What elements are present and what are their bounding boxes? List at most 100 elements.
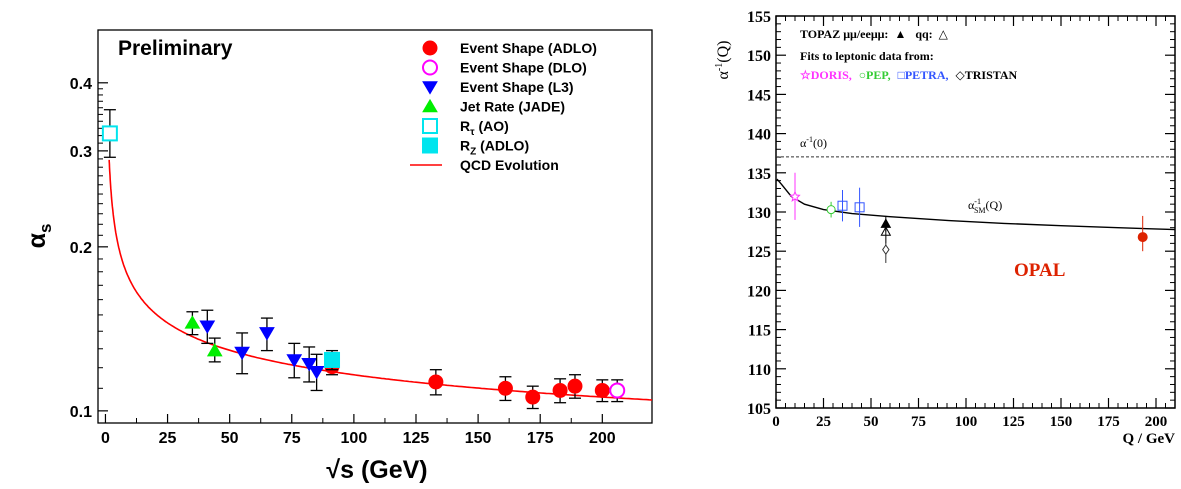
right-y-axis-label: α-1(Q) xyxy=(714,41,732,80)
right-x-tick-label: 200 xyxy=(1145,414,1168,430)
right-y-tick-label: 130 xyxy=(747,205,771,222)
right-x-tick-label: 75 xyxy=(911,414,926,430)
legend-doris: ☆DORIS, xyxy=(800,68,852,82)
y-axis-label-sub: s xyxy=(36,224,55,233)
ref-line-label-sup: -1 xyxy=(806,135,813,144)
data-point xyxy=(525,389,541,405)
legend-marker xyxy=(422,81,438,95)
legend-label: Jet Rate (JADE) xyxy=(460,99,565,115)
right-data-point xyxy=(854,202,865,213)
qcd-evolution-curve xyxy=(108,159,653,401)
sm-running-curve xyxy=(776,178,1176,231)
right-x-tick-label: 175 xyxy=(1097,414,1120,430)
y-axis-label-main: α xyxy=(23,232,51,248)
plot-frame xyxy=(97,29,653,424)
right-y-tick-label: 115 xyxy=(748,323,771,340)
data-point xyxy=(301,358,318,372)
data-point xyxy=(286,354,303,368)
x-tick-label: 150 xyxy=(465,430,492,447)
legend-marker xyxy=(422,98,438,113)
data-point xyxy=(567,378,583,394)
ref-line-label: α-1(0) xyxy=(800,135,827,150)
right-y-tick-label: 125 xyxy=(747,244,771,261)
legend-label: Event Shape (L3) xyxy=(460,79,574,95)
x-tick-label: 100 xyxy=(341,430,368,447)
right-x-tick-label: 150 xyxy=(1050,414,1073,430)
right-data-point xyxy=(837,200,848,211)
sm-curve-label-sup: -1 xyxy=(974,197,981,206)
right-y-tick-label: 105 xyxy=(747,401,771,418)
right-x-tick-label: 50 xyxy=(864,414,879,430)
svg-text:☆DORIS, ○PEP,: ☆DORIS, ○PEP, □PETRA, ◇TRISTAN xyxy=(800,68,1018,82)
right-x-tick-label: 25 xyxy=(816,414,831,430)
y-tick-label: 0.3 xyxy=(70,144,92,161)
legend-topaz-qq: qq: xyxy=(915,27,932,41)
y-tick-label: 0.1 xyxy=(70,404,92,421)
data-point xyxy=(552,382,568,398)
legend-tristan: ◇TRISTAN xyxy=(956,68,1018,82)
right-plot-layer: 0 25 50 75 100 125 150 175 200 105 110 115 120 125 130… xyxy=(747,9,1176,430)
legend-topaz-mumu: TOPAZ μμ/eeμμ: xyxy=(800,27,888,41)
right-x-tick-label: 125 xyxy=(1002,414,1025,430)
right-legend-text: TOPAZ μμ/eeμμ: ▲ qq: △ Fits to leptonic … xyxy=(800,27,1018,82)
legend-marker xyxy=(422,59,438,76)
data-point xyxy=(206,342,223,357)
data-point xyxy=(308,365,325,380)
legend-label: RZ (ADLO) xyxy=(460,138,529,158)
right-data-point xyxy=(1137,232,1148,243)
right-y-tick-label: 145 xyxy=(747,87,771,104)
legend-label: Rτ (AO) xyxy=(460,118,509,138)
x-tick-label: 50 xyxy=(221,430,239,447)
left-plot-layer: 0 25 50 75 100 125 150 175 200 0.1 0.2 0.3 0.4 Event … xyxy=(70,29,653,447)
right-data-point xyxy=(880,226,892,236)
opal-label: OPAL xyxy=(1014,260,1065,281)
data-point xyxy=(259,327,275,341)
right-y-tick-label: 120 xyxy=(747,283,771,300)
data-point xyxy=(497,380,513,396)
right-y-tick-label: 140 xyxy=(747,127,771,144)
right-y-tick-label: 150 xyxy=(747,48,771,65)
x-tick-label: 200 xyxy=(589,430,616,447)
svg-text:αs: αs xyxy=(23,224,55,249)
sm-curve-label-main: α xyxy=(968,198,975,212)
right-y-tick-label: 110 xyxy=(748,362,771,379)
data-point xyxy=(234,346,250,361)
legend-label: Event Shape (ADLO) xyxy=(460,40,597,56)
y-axis-label: αs xyxy=(23,224,55,249)
sm-curve-label-rest: (Q) xyxy=(986,198,1003,212)
right-y-label-main: α xyxy=(715,70,732,79)
x-tick-label: 125 xyxy=(403,430,430,447)
x-tick-label: 0 xyxy=(101,430,110,447)
x-tick-label: 25 xyxy=(159,430,177,447)
annotation-preliminary: Preliminary xyxy=(118,37,233,60)
right-data-point xyxy=(826,205,836,215)
right-data-point xyxy=(882,244,890,256)
legend-topaz-open-triangle: △ xyxy=(939,27,949,41)
x-axis-label: √s (GeV) xyxy=(326,456,427,484)
legend-marker xyxy=(422,118,438,134)
data-point xyxy=(428,374,444,390)
ref-line-label-rest: (0) xyxy=(813,136,827,150)
legend-pep: ○PEP, xyxy=(859,68,891,82)
right-x-tick-label: 100 xyxy=(955,414,978,430)
right-y-tick-label: 135 xyxy=(747,166,771,183)
legend-label: QCD Evolution xyxy=(460,157,559,173)
legend-topaz-filled-triangle: ▲ xyxy=(894,27,906,41)
x-tick-label: 75 xyxy=(283,430,301,447)
sm-curve-label-sub: SM xyxy=(974,206,986,215)
legend-marker xyxy=(422,40,438,56)
legend-label: Event Shape (DLO) xyxy=(460,60,587,76)
data-point xyxy=(594,382,610,398)
right-y-label-sup: -1 xyxy=(714,63,725,71)
data-point xyxy=(101,125,118,142)
x-tick-label: 175 xyxy=(527,430,554,447)
legend-marker xyxy=(422,137,438,154)
right-x-tick-label: 0 xyxy=(772,414,780,430)
right-x-axis-label: Q / GeV xyxy=(1123,431,1176,447)
legend-fits-line: Fits to leptonic data from: xyxy=(800,49,934,63)
data-point xyxy=(324,351,341,368)
right-data-point xyxy=(789,190,801,203)
y-tick-label: 0.4 xyxy=(70,76,92,93)
